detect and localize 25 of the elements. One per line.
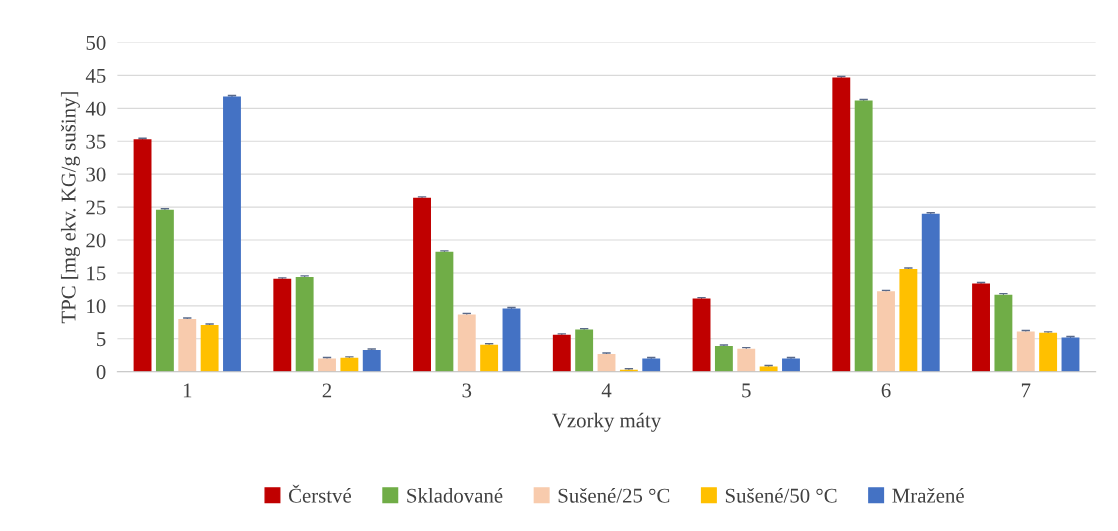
legend-label: Skladované xyxy=(407,488,503,503)
x-tick-label: 1 xyxy=(183,383,192,398)
legend-label: Sušené/25 °C xyxy=(558,488,670,503)
y-tick-label: 0 xyxy=(96,365,106,380)
x-tick-label: 4 xyxy=(601,383,612,398)
y-tick-label: 25 xyxy=(86,200,106,215)
y-tick-label: 20 xyxy=(86,233,106,248)
y-tick-label: 10 xyxy=(87,299,106,314)
y-tick-label: 35 xyxy=(86,134,106,149)
x-tick-label: 3 xyxy=(462,383,472,398)
x-tick-label: 6 xyxy=(881,383,891,398)
legend-label: Sušené/50 °C xyxy=(725,488,837,503)
y-tick-label: 5 xyxy=(97,332,106,347)
legend-label: Mražené xyxy=(892,488,964,503)
legend-label: Čerstvé xyxy=(288,484,352,503)
x-tick-label: 5 xyxy=(742,383,751,398)
y-tick-label: 45 xyxy=(85,68,106,83)
y-tick-label: 15 xyxy=(87,266,106,281)
y-tick-label: 40 xyxy=(85,101,106,116)
x-tick-label: 7 xyxy=(1021,383,1031,398)
x-axis-title: Vzorky máty xyxy=(552,412,662,432)
x-tick-label: 2 xyxy=(322,383,332,398)
y-axis-title: TPC [mg ekv. KG/g sušiny] xyxy=(60,92,80,324)
y-tick-label: 50 xyxy=(86,35,106,50)
y-tick-label: 30 xyxy=(86,167,106,182)
